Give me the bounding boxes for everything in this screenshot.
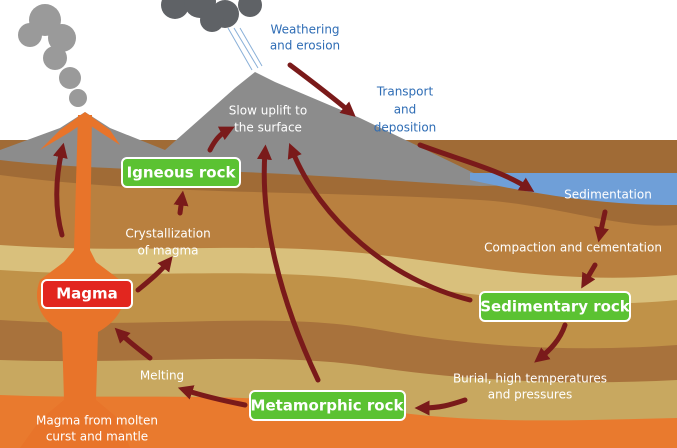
label: and erosion — [270, 39, 340, 53]
label: curst and mantle — [46, 430, 148, 444]
label: Burial, high temperatures — [453, 372, 607, 386]
label: Slow uplift to — [229, 104, 307, 118]
label: Crystallization — [125, 227, 210, 241]
box-label: Sedimentary rock — [480, 298, 631, 316]
label: Sedimentation — [564, 188, 652, 202]
label: Melting — [140, 369, 184, 383]
label: Compaction and cementation — [484, 241, 662, 255]
label: the surface — [234, 121, 302, 135]
label: deposition — [374, 121, 437, 135]
rock-cycle-diagram: Igneous rock Magma Sedimentary rock Meta… — [0, 0, 677, 448]
label: Magma from molten — [36, 414, 158, 428]
label: and — [394, 103, 417, 117]
label: and pressures — [488, 388, 572, 402]
label: Transport — [376, 85, 434, 99]
box-label: Igneous rock — [127, 164, 237, 182]
arrow — [180, 198, 182, 213]
box-label: Metamorphic rock — [251, 397, 405, 415]
label: Weathering — [270, 23, 339, 37]
label: of magma — [137, 244, 198, 258]
box-label: Magma — [56, 285, 118, 303]
